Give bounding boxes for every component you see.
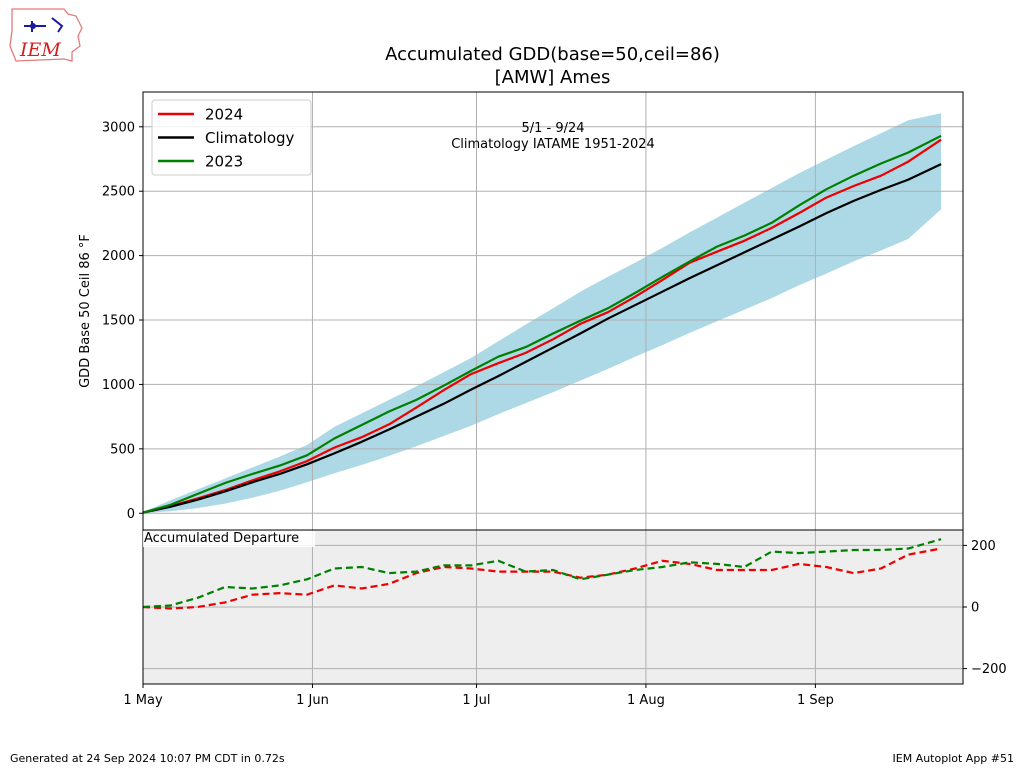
main-y-tick-label: 500 bbox=[110, 442, 135, 457]
departure-title-background bbox=[143, 531, 315, 547]
footer-app: IEM Autoplot App #51 bbox=[892, 752, 1015, 765]
annotation-climatology-source: Climatology IATAME 1951-2024 bbox=[451, 137, 655, 152]
chart-subtitle: [AMW] Ames bbox=[494, 67, 611, 88]
departure-y-tick-label: 200 bbox=[971, 539, 996, 554]
departure-y-tick-label: −200 bbox=[971, 662, 1007, 677]
departure-panel-title: Accumulated Departure bbox=[144, 531, 299, 546]
legend-box bbox=[151, 99, 312, 176]
chart-title: Accumulated GDD(base=50,ceil=86) bbox=[385, 44, 720, 65]
y-axis-label: GDD Base 50 Ceil 86 °F bbox=[78, 234, 93, 388]
iem-logo: IEM bbox=[9, 8, 83, 62]
departure-y-tick-label: 0 bbox=[971, 601, 979, 616]
series-line-climatology bbox=[142, 163, 942, 514]
legend-label-climatology: Climatology bbox=[205, 129, 295, 147]
main-y-tick-label: 1000 bbox=[102, 378, 135, 393]
main-y-tick-label: 0 bbox=[127, 507, 135, 522]
main-y-tick-label: 1500 bbox=[102, 314, 135, 329]
main-y-tick-label: 2500 bbox=[102, 185, 135, 200]
x-tick-label: 1 May bbox=[123, 693, 163, 708]
legend-label-2024: 2024 bbox=[205, 106, 243, 124]
climatology-range-band bbox=[143, 113, 942, 514]
annotation-date-range: 5/1 - 9/24 bbox=[521, 121, 584, 136]
x-tick-label: 1 Jun bbox=[296, 693, 329, 708]
legend: 2024 Climatology 2023 bbox=[151, 99, 312, 176]
main-y-tick-label: 2000 bbox=[102, 249, 135, 264]
departure-line-2024 bbox=[142, 547, 942, 610]
x-tick-label: 1 Jul bbox=[462, 693, 490, 708]
logo-text: IEM bbox=[19, 39, 61, 61]
x-tick-label: 1 Aug bbox=[627, 693, 665, 708]
departure-line-2023 bbox=[142, 538, 942, 609]
x-tick-label: 1 Sep bbox=[797, 693, 834, 708]
series-line-2023 bbox=[142, 134, 942, 514]
series-line-2024 bbox=[142, 138, 942, 514]
main-y-tick-label: 3000 bbox=[102, 120, 135, 135]
footer-generated: Generated at 24 Sep 2024 10:07 PM CDT in… bbox=[10, 752, 285, 765]
legend-label-2023: 2023 bbox=[205, 153, 243, 171]
